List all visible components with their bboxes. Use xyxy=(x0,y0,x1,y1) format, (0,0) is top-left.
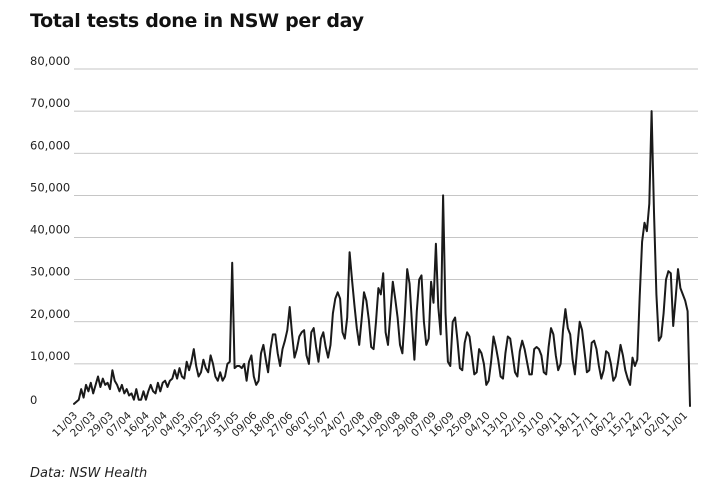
y-axis-tick-labels: 0 10,000 20,000 30,000 40,000 50,000 60,000 70,… xyxy=(30,54,70,407)
y-tick-label: 40,000 xyxy=(30,223,70,237)
series-layer xyxy=(73,110,691,407)
y-tick-label: 10,000 xyxy=(30,349,70,363)
data-source-note: Data: NSW Health xyxy=(30,466,148,481)
x-axis-tick-labels: 11/0320/0329/0307/0416/0425/0404/0513/05… xyxy=(50,409,690,439)
y-tick-label: 80,000 xyxy=(30,54,70,68)
series-line xyxy=(73,110,691,407)
y-tick-label: 70,000 xyxy=(30,96,70,110)
y-tick-label: 30,000 xyxy=(30,265,70,279)
y-tick-label: 20,000 xyxy=(30,307,70,321)
y-tick-label: 60,000 xyxy=(30,138,70,152)
chart-title: Total tests done in NSW per day xyxy=(30,10,364,32)
y-tick-label: 50,000 xyxy=(30,180,70,194)
y-tick-label: 0 xyxy=(30,393,37,407)
